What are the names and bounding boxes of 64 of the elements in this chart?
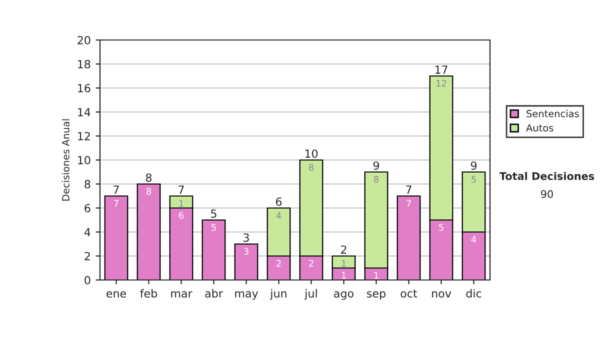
- data-label: 1: [374, 272, 378, 279]
- data-label: 5: [212, 224, 216, 231]
- total-label: 6: [276, 197, 282, 206]
- x-tick-label: oct: [400, 290, 418, 298]
- x-tick-label: may: [235, 291, 258, 300]
- y-tick-label: 14: [78, 108, 90, 116]
- y-tick-label: 0: [84, 276, 90, 284]
- x-tick-label: ene: [106, 291, 126, 298]
- data-label: 8: [308, 164, 314, 171]
- legend-label: Sentencias: [526, 110, 579, 118]
- legend-label: Autos: [526, 124, 554, 132]
- total-label: 9: [373, 161, 380, 170]
- text: 90: [541, 190, 553, 198]
- total-label: 7: [178, 186, 184, 194]
- data-label: 2: [309, 260, 314, 267]
- x-tick-label: mar: [171, 291, 192, 298]
- x-tick-label: ago: [334, 291, 354, 300]
- data-label: 4: [471, 236, 476, 243]
- bar: [396, 195, 421, 280]
- y-tick-label: 2: [84, 252, 90, 260]
- y-tick-label: 8: [84, 180, 90, 188]
- y-tick-label: 6: [84, 204, 90, 212]
- y-tick-label: 4: [84, 228, 90, 236]
- bar: [234, 243, 258, 280]
- x-tick-label: jun: [270, 289, 286, 300]
- data-label: 8: [146, 188, 152, 195]
- x-tick-label: sep: [367, 291, 386, 300]
- total-label: 8: [146, 173, 152, 182]
- data-label: 3: [244, 248, 248, 255]
- data-label: 12: [436, 80, 446, 87]
- y-axis-title: Decisiones Anual: [62, 119, 70, 201]
- y-tick-label: 12: [78, 132, 90, 140]
- data-label: 7: [114, 200, 118, 207]
- data-label: 4: [276, 212, 282, 219]
- bar: [136, 183, 161, 280]
- x-tick-label: dic: [466, 289, 482, 298]
- total-label: 9: [470, 161, 477, 170]
- y-tick-label: 18: [78, 60, 90, 68]
- x-tick-label: nov: [432, 291, 452, 298]
- data-label: 5: [472, 176, 476, 183]
- y-tick-label: 10: [78, 156, 90, 164]
- total-label: 7: [114, 186, 119, 194]
- data-label: 1: [342, 260, 346, 267]
- total-label: 5: [211, 210, 216, 218]
- total-label: 17: [435, 66, 448, 74]
- total-label: 2: [341, 245, 346, 254]
- data-label: 1: [179, 200, 184, 207]
- total-label: 3: [244, 233, 249, 242]
- data-label: 1: [342, 272, 346, 279]
- x-tick-label: feb: [140, 289, 158, 298]
- y-tick-label: 20: [78, 36, 90, 44]
- data-label: 7: [406, 200, 411, 207]
- data-label: 6: [179, 212, 184, 219]
- x-tick-label: abr: [205, 289, 223, 298]
- text: Total Decisiones: [499, 172, 594, 180]
- y-tick-label: 16: [78, 84, 90, 92]
- total-label: 7: [406, 186, 412, 194]
- bar: [202, 219, 226, 280]
- total-label: 10: [305, 149, 318, 158]
- bar: [104, 195, 128, 280]
- data-label: 2: [276, 260, 281, 267]
- data-label: 8: [374, 176, 379, 183]
- data-label: 5: [439, 224, 444, 231]
- x-tick-label: jul: [304, 289, 317, 300]
